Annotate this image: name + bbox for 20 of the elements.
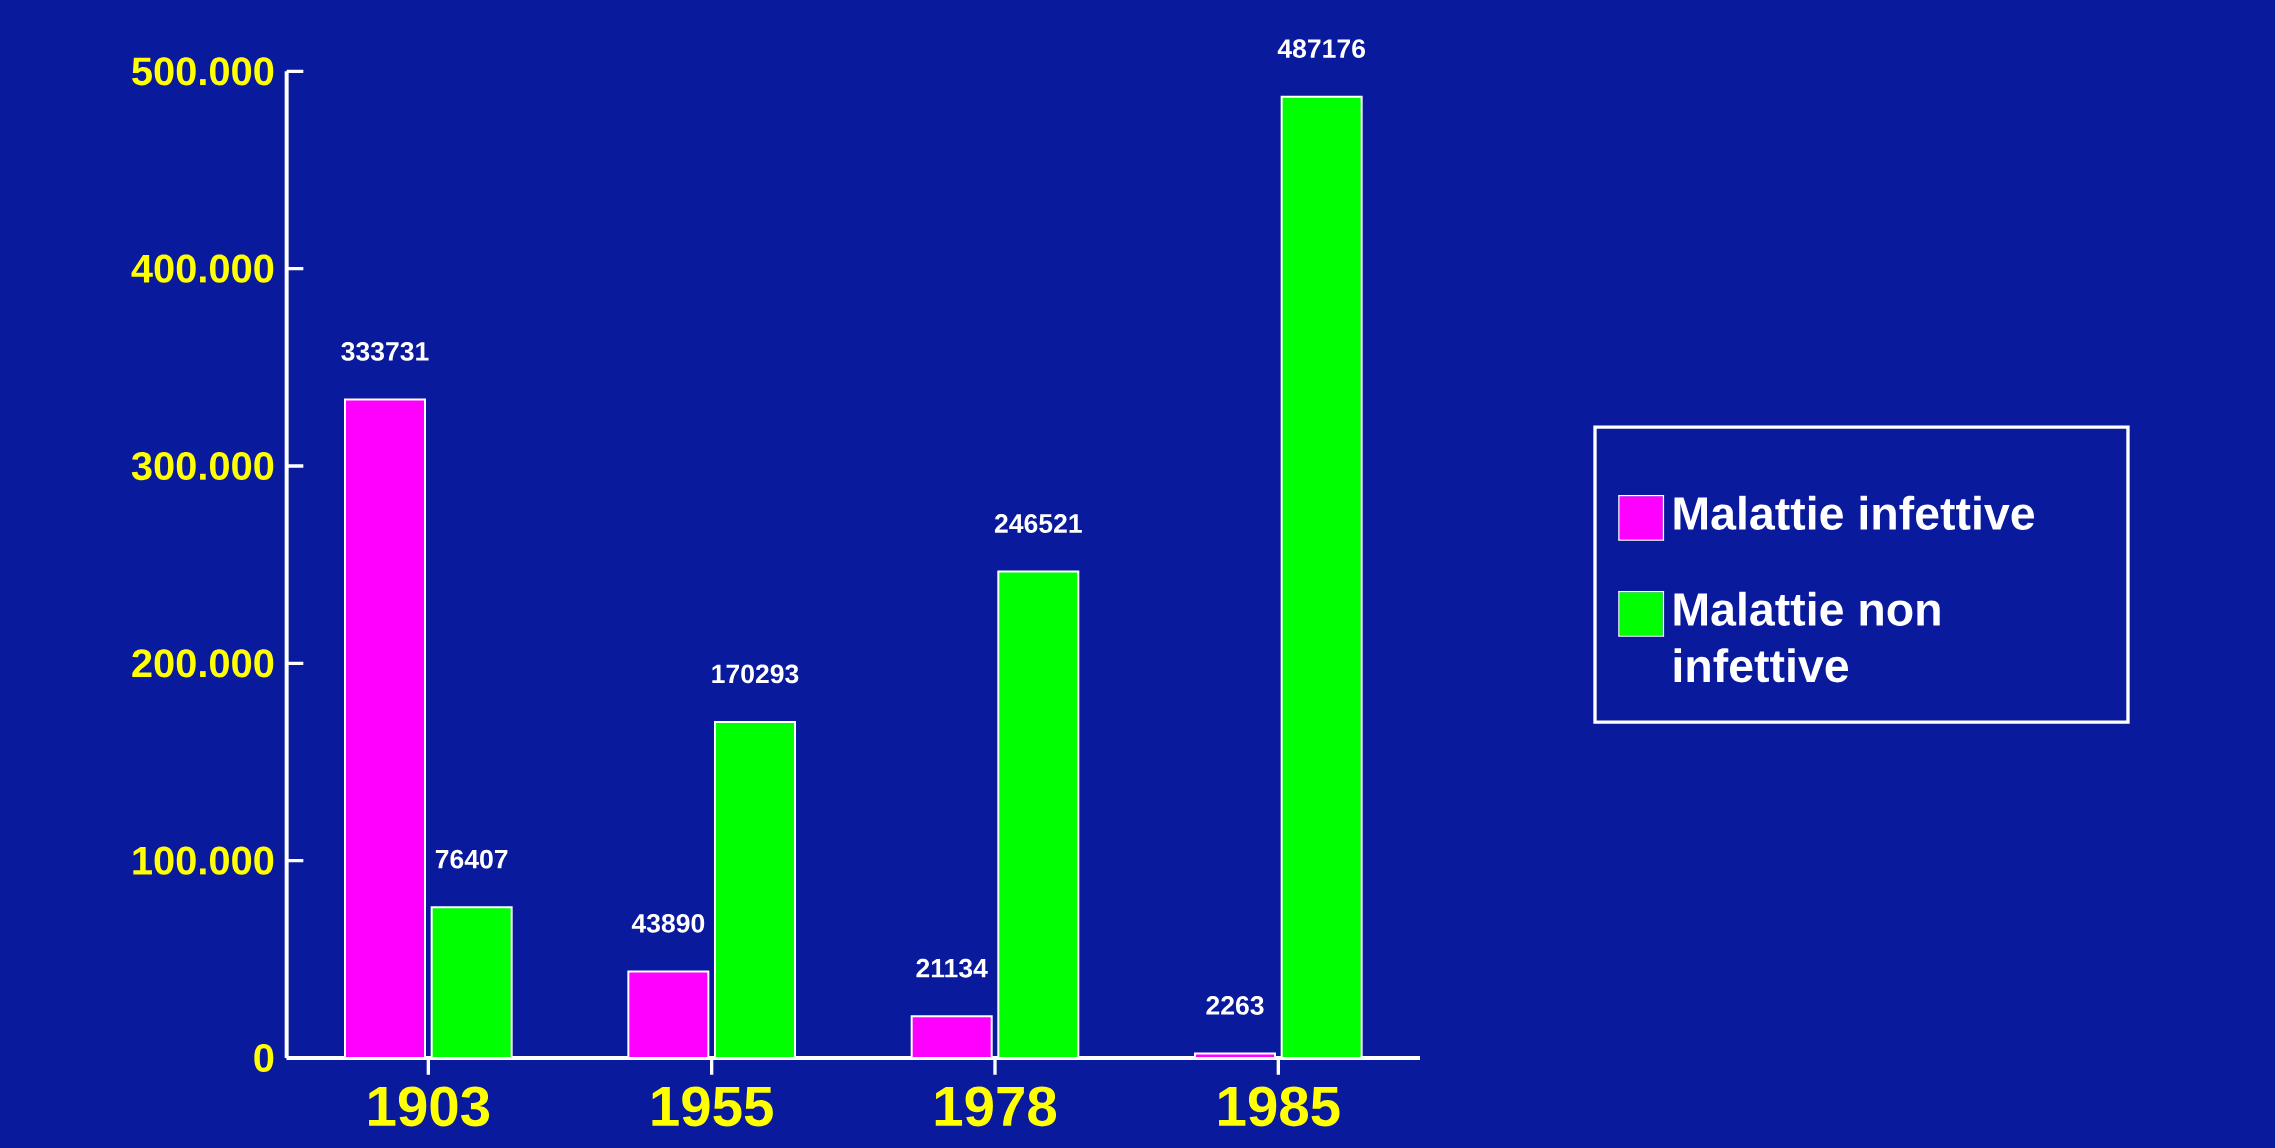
data-label: 246521 (994, 514, 1082, 533)
y-tick-label: 500.000 (132, 57, 274, 86)
x-tick-label: 1955 (652, 1086, 773, 1127)
y-tick-label: 400.000 (131, 254, 274, 283)
x-tick-label: 1903 (369, 1086, 490, 1127)
data-label: 170293 (712, 664, 799, 684)
y-tick-label: 0 (254, 1043, 274, 1073)
y-tick-label: 200.000 (132, 649, 274, 678)
legend-label: Malattie non infettive (1674, 591, 1940, 683)
x-tick-label: 1978 (935, 1086, 1057, 1127)
legend-label: Malattie infettive (1674, 495, 2035, 530)
x-tick-label: 1985 (1219, 1086, 1340, 1127)
data-label: 43890 (631, 913, 705, 933)
data-label: 487176 (1277, 39, 1365, 59)
data-label: 76407 (435, 849, 508, 869)
data-label: 2263 (1206, 996, 1264, 1015)
data-label: 333731 (341, 341, 429, 361)
y-tick-label: 300.000 (131, 451, 274, 481)
y-tick-label: 100.000 (133, 846, 274, 875)
data-label: 21134 (916, 958, 988, 978)
